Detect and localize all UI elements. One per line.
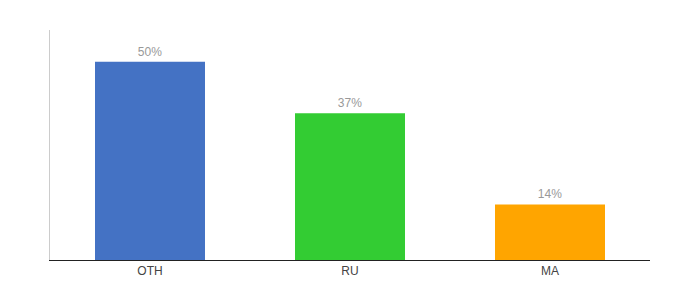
svg-text:14%: 14% [538,187,562,201]
svg-text:MA: MA [541,264,559,278]
svg-text:50%: 50% [138,45,162,59]
svg-text:RU: RU [341,264,358,278]
svg-text:37%: 37% [338,96,362,110]
svg-text:OTH: OTH [137,264,162,278]
